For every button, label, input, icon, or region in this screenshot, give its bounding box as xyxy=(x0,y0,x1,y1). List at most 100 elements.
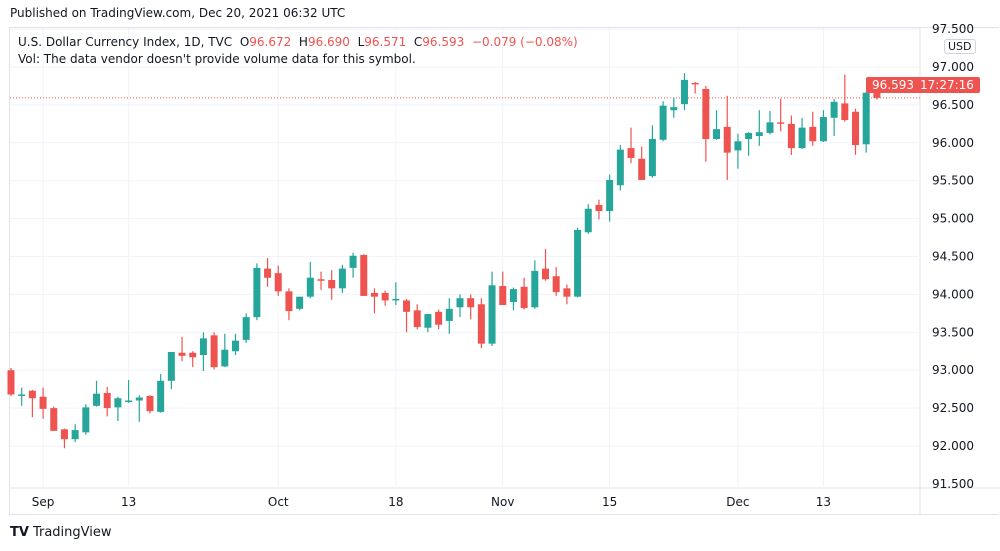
price-tick-label: 92.500 xyxy=(932,401,974,415)
candle-body xyxy=(809,126,817,142)
candle-body xyxy=(873,91,881,98)
time-tick-label: 13 xyxy=(816,495,831,509)
candle-body xyxy=(616,149,624,186)
candle-body xyxy=(82,407,90,433)
candle-body xyxy=(670,107,678,111)
candle-body xyxy=(7,370,15,395)
candle-body xyxy=(274,273,282,292)
time-tick-label: Dec xyxy=(726,495,749,509)
candle-body xyxy=(734,141,742,151)
candle-body xyxy=(584,208,592,233)
candle-body xyxy=(777,122,785,124)
chart-legend: U.S. Dollar Currency Index, 1D, TVC O96.… xyxy=(18,34,578,68)
candle-body xyxy=(167,352,175,381)
candle-body xyxy=(50,408,58,431)
candle-body xyxy=(745,132,753,140)
candle-body xyxy=(488,285,496,344)
candle-body xyxy=(648,139,656,177)
price-tick-label: 97.000 xyxy=(932,60,974,74)
candle-body xyxy=(467,298,475,308)
candle-body xyxy=(520,286,528,309)
last-price: 96.593 xyxy=(872,78,914,92)
published-caption: Published on TradingView.com, Dec 20, 20… xyxy=(10,6,346,20)
price-tick-label: 91.500 xyxy=(932,477,974,491)
candle-body xyxy=(178,352,186,356)
time-tick-label: 15 xyxy=(602,495,617,509)
candle-body xyxy=(723,126,731,153)
candle-body xyxy=(125,400,133,403)
price-tick-label: 97.500 xyxy=(932,22,974,36)
candle-body xyxy=(285,291,293,312)
candle-body xyxy=(253,267,261,318)
candle-body xyxy=(574,229,582,297)
candle-body xyxy=(445,308,453,321)
candle-body xyxy=(60,429,68,440)
candle-body xyxy=(338,268,346,289)
open-value: 96.672 xyxy=(249,35,292,49)
currency-badge[interactable]: USD xyxy=(944,39,976,54)
low-value: 96.571 xyxy=(364,35,407,49)
symbol-title: U.S. Dollar Currency Index, 1D, TVC xyxy=(18,35,233,49)
bar-countdown: 17:27:16 xyxy=(920,78,974,92)
close-label: C xyxy=(413,35,423,49)
candle-body xyxy=(39,396,47,409)
candle-body xyxy=(702,88,710,140)
candle-body xyxy=(28,390,36,399)
high-label: H xyxy=(298,35,308,49)
brand-name: TradingView xyxy=(32,525,112,540)
candle-body xyxy=(71,430,79,440)
price-tick-label: 93.500 xyxy=(932,325,974,339)
change-value: −0.079 (−0.08%) xyxy=(471,35,578,49)
time-tick-label: 18 xyxy=(388,495,403,509)
candle-body xyxy=(199,338,207,356)
time-tick-label: Oct xyxy=(268,495,289,509)
candle-body xyxy=(349,255,357,268)
volume-note: Vol: The data vendor doesn't provide vol… xyxy=(18,52,416,66)
candle-body xyxy=(819,117,827,142)
candle-body xyxy=(424,314,432,328)
time-tick-label: Nov xyxy=(491,495,514,509)
candle-body xyxy=(542,268,549,280)
open-label: O xyxy=(239,35,250,49)
time-tick-label: Sep xyxy=(32,495,55,509)
candle-body xyxy=(841,103,849,121)
candle-body xyxy=(317,279,325,281)
candle-body xyxy=(787,123,795,149)
candle-body xyxy=(103,392,111,409)
candle-body xyxy=(766,122,774,133)
candle-body xyxy=(18,394,26,396)
price-tick-label: 92.000 xyxy=(932,439,974,453)
price-tick-label: 96.000 xyxy=(932,136,974,150)
candle-body xyxy=(296,296,304,309)
candle-body xyxy=(157,380,165,412)
candle-body xyxy=(210,335,218,368)
candle-body xyxy=(381,292,389,301)
candle-body xyxy=(306,277,314,297)
candle-body xyxy=(552,276,560,293)
candle-body xyxy=(862,92,870,145)
price-tick-label: 96.500 xyxy=(932,98,974,112)
price-tick-label: 94.000 xyxy=(932,287,974,301)
candle-body xyxy=(231,340,239,352)
candle-body xyxy=(499,286,507,306)
price-tick-label: 94.500 xyxy=(932,250,974,264)
candle-body xyxy=(595,204,603,212)
price-tick-label: 93.000 xyxy=(932,363,974,377)
candle-body xyxy=(691,82,699,85)
candle-body xyxy=(659,105,667,140)
brand[interactable]: TV TradingView xyxy=(10,525,111,540)
candle-body xyxy=(627,148,635,158)
high-value: 96.690 xyxy=(307,35,350,49)
time-tick-label: 13 xyxy=(121,495,136,509)
tradingview-logo-icon: TV xyxy=(10,525,29,540)
candle-body xyxy=(477,304,485,344)
candle-body xyxy=(413,310,421,327)
candle-body xyxy=(221,349,229,367)
candle-body xyxy=(830,101,838,118)
low-label: L xyxy=(357,35,365,49)
chart-frame[interactable] xyxy=(9,27,999,515)
candle-body xyxy=(638,158,646,180)
candle-body xyxy=(531,270,539,308)
price-tick-label: 95.000 xyxy=(932,212,974,226)
